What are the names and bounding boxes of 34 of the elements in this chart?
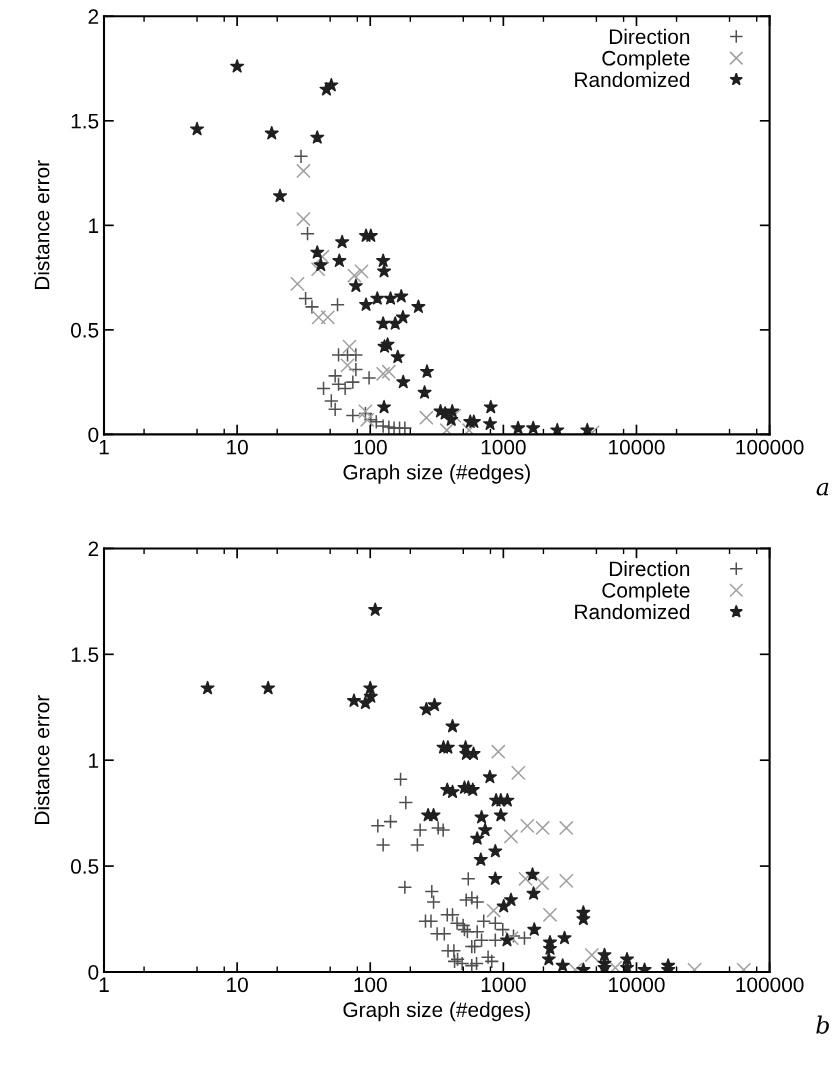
x-tick-label: 1: [99, 440, 109, 455]
y-tick-label: 0.5: [70, 859, 99, 874]
legend-label: Direction: [609, 560, 690, 577]
x-tick-label: 10: [227, 439, 248, 455]
x-tick-label: 10000: [609, 977, 665, 993]
legend-label: Complete: [602, 50, 690, 70]
legend-label: Complete: [602, 582, 690, 602]
x-tick-label: 1000: [481, 977, 526, 993]
y-tick-label: 0: [88, 964, 99, 980]
y-tick-label: 0.5: [70, 322, 99, 338]
x-tick-label: 100: [354, 439, 387, 455]
x-tick-label: 100000: [736, 439, 804, 455]
legend-label: Randomized: [575, 603, 690, 620]
y-axis-title: Distance error: [34, 160, 50, 290]
text: a: [816, 482, 829, 496]
x-tick-label: 10: [227, 977, 248, 993]
y-tick-label: 2: [88, 9, 99, 24]
y-axis-title: Distance error: [34, 695, 50, 824]
x-axis-title: Graph size (#edges): [343, 1001, 530, 1022]
x-tick-label: 1: [99, 977, 109, 992]
x-axis-title: Graph size (#edges): [343, 464, 530, 484]
y-tick-label: 2: [88, 541, 99, 556]
y-tick-label: 1: [89, 753, 99, 768]
x-tick-label: 10000: [609, 439, 665, 455]
legend-label: Direction: [609, 28, 690, 45]
x-tick-label: 1000: [481, 439, 526, 455]
x-tick-label: 100000: [736, 977, 804, 993]
y-tick-label: 1.5: [71, 114, 99, 129]
y-tick-label: 0: [88, 427, 99, 443]
legend-label: Randomized: [575, 71, 690, 88]
text: b: [816, 1015, 829, 1034]
y-tick-label: 1.5: [71, 647, 99, 663]
x-tick-label: 100: [354, 977, 387, 993]
y-tick-label: 1: [89, 218, 99, 233]
